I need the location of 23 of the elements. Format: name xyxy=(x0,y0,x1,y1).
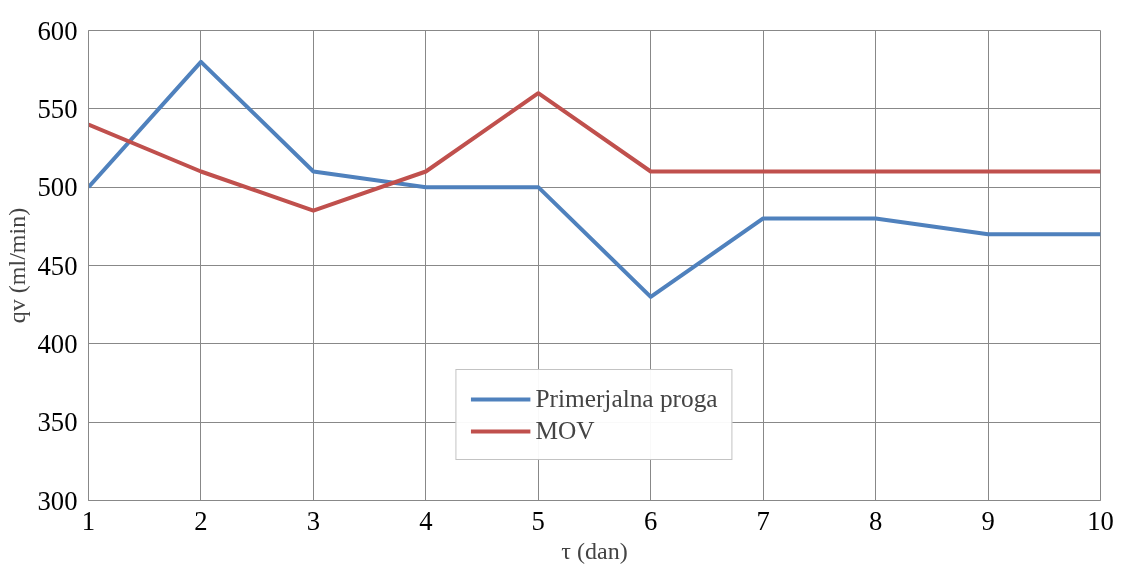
y-tick-label: 400 xyxy=(37,328,78,359)
line-series xyxy=(88,59,1101,299)
line-series xyxy=(88,91,1101,213)
y-tick-label: 300 xyxy=(37,485,78,516)
x-tick-label: 5 xyxy=(531,505,545,536)
legend-label: MOV xyxy=(535,416,595,445)
x-tick-label: 10 xyxy=(1087,505,1114,536)
x-tick-label: 9 xyxy=(981,505,995,536)
x-axis-title: τ (dan) xyxy=(561,537,628,564)
y-tick-label: 500 xyxy=(37,172,78,203)
x-tick-label: 1 xyxy=(81,505,96,536)
x-tick-label: 8 xyxy=(868,505,883,536)
legend-label: Primerjalna proga xyxy=(535,384,718,413)
x-tick-label: 4 xyxy=(419,505,433,536)
x-tick-label: 3 xyxy=(306,505,321,536)
x-tick-label: 6 xyxy=(644,505,658,536)
y-tick-label: 450 xyxy=(37,250,78,281)
y-axis-title: qv (ml/min) xyxy=(3,207,30,324)
y-tick-label: 350 xyxy=(37,407,78,438)
x-tick-label: 2 xyxy=(194,505,208,536)
x-tick-label: 7 xyxy=(756,505,770,536)
y-tick-label: 600 xyxy=(37,15,78,46)
y-tick-label: 550 xyxy=(37,93,78,124)
